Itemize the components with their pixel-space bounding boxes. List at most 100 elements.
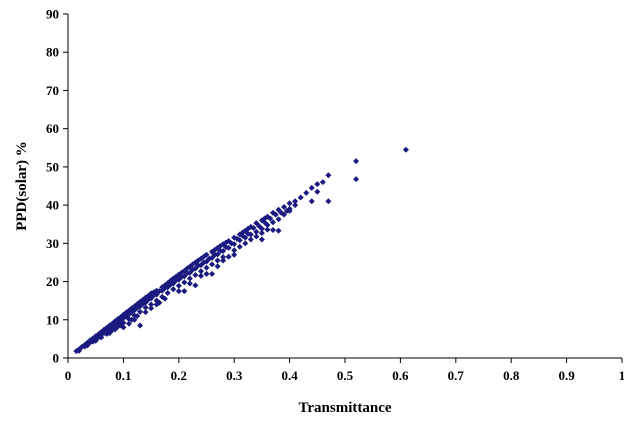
data-point xyxy=(120,324,127,331)
data-point xyxy=(214,263,221,270)
data-point xyxy=(278,209,285,216)
x-tick-label: 0.8 xyxy=(503,368,520,383)
data-point xyxy=(134,304,141,311)
y-tick-label: 10 xyxy=(46,312,59,327)
y-tick-label: 20 xyxy=(46,274,59,289)
y-tick-label: 60 xyxy=(46,121,59,136)
data-point xyxy=(197,268,204,275)
data-point xyxy=(267,215,274,222)
data-point xyxy=(134,312,141,319)
x-tick-label: 0.9 xyxy=(558,368,575,383)
x-axis-ticks: 0 0.1 0.2 0.3 0.4 0.5 0.6 0.7 0.8 0.9 1 xyxy=(65,358,624,383)
data-point xyxy=(231,247,238,254)
x-tick-label: 0.3 xyxy=(226,368,243,383)
data-points xyxy=(73,146,409,355)
data-point xyxy=(125,320,132,327)
data-point xyxy=(203,264,210,271)
data-point xyxy=(325,172,332,179)
data-point xyxy=(272,211,279,218)
data-point xyxy=(214,251,221,258)
data-point xyxy=(84,342,91,349)
data-point xyxy=(200,253,207,260)
data-point xyxy=(186,280,193,287)
data-point xyxy=(95,334,102,341)
data-point xyxy=(314,188,321,195)
data-point xyxy=(150,292,157,299)
y-axis-title: PPD(solar) % xyxy=(14,141,30,231)
data-point xyxy=(228,240,235,247)
data-point xyxy=(314,181,321,188)
data-point xyxy=(89,338,96,345)
data-point xyxy=(128,309,135,316)
data-point xyxy=(245,230,252,237)
data-point xyxy=(175,288,182,295)
data-point xyxy=(148,305,155,312)
x-tick-label: 0.5 xyxy=(337,368,354,383)
x-tick-label: 0.1 xyxy=(115,368,131,383)
data-point xyxy=(181,288,188,295)
data-point xyxy=(222,244,229,251)
data-point xyxy=(292,198,299,205)
y-tick-label: 90 xyxy=(46,7,59,22)
data-point xyxy=(184,270,191,277)
data-point xyxy=(303,189,310,196)
data-point xyxy=(206,255,213,262)
data-point xyxy=(242,240,249,247)
data-point xyxy=(76,347,83,354)
data-point xyxy=(214,257,221,264)
data-point xyxy=(167,281,174,288)
data-point xyxy=(156,288,163,295)
data-point xyxy=(195,262,202,269)
data-point xyxy=(192,282,199,289)
data-point xyxy=(200,259,207,266)
data-point xyxy=(281,204,288,211)
data-point xyxy=(112,321,119,328)
data-point xyxy=(275,216,282,223)
y-tick-label: 30 xyxy=(46,236,59,251)
data-point xyxy=(217,247,224,254)
data-point xyxy=(164,290,171,297)
data-point xyxy=(220,257,227,264)
data-point xyxy=(308,198,315,205)
data-point xyxy=(253,228,260,235)
data-point xyxy=(239,232,246,239)
data-point xyxy=(161,295,168,302)
data-point xyxy=(197,272,204,279)
data-point xyxy=(161,285,168,292)
data-point xyxy=(209,270,216,277)
data-point xyxy=(101,330,108,337)
data-point xyxy=(192,272,199,279)
y-tick-label: 50 xyxy=(46,159,59,174)
data-point xyxy=(117,317,124,324)
data-point xyxy=(142,309,149,316)
data-point xyxy=(170,286,177,293)
data-point xyxy=(145,296,152,303)
data-point xyxy=(275,227,282,234)
data-point xyxy=(236,243,243,250)
data-point xyxy=(209,261,216,268)
data-point xyxy=(203,270,210,277)
data-point xyxy=(308,184,315,191)
data-point xyxy=(319,179,326,186)
data-point xyxy=(325,198,332,205)
data-point xyxy=(283,207,290,214)
data-point xyxy=(106,325,113,332)
data-point xyxy=(258,230,265,237)
x-tick-label: 1 xyxy=(619,368,624,383)
data-point xyxy=(233,235,240,242)
data-point xyxy=(106,330,113,337)
y-tick-label: 70 xyxy=(46,83,59,98)
x-tick-label: 0.7 xyxy=(448,368,465,383)
data-point xyxy=(137,322,144,329)
x-tick-label: 0.4 xyxy=(281,368,298,383)
data-point xyxy=(189,266,196,273)
data-point xyxy=(137,308,144,315)
data-point xyxy=(297,194,304,201)
y-tick-label: 0 xyxy=(53,351,60,366)
data-point xyxy=(225,253,232,260)
data-point xyxy=(269,226,276,233)
data-point xyxy=(292,202,299,209)
x-axis-title: Transmittance xyxy=(298,400,391,416)
x-tick-label: 0.2 xyxy=(171,368,187,383)
data-point xyxy=(156,299,163,306)
